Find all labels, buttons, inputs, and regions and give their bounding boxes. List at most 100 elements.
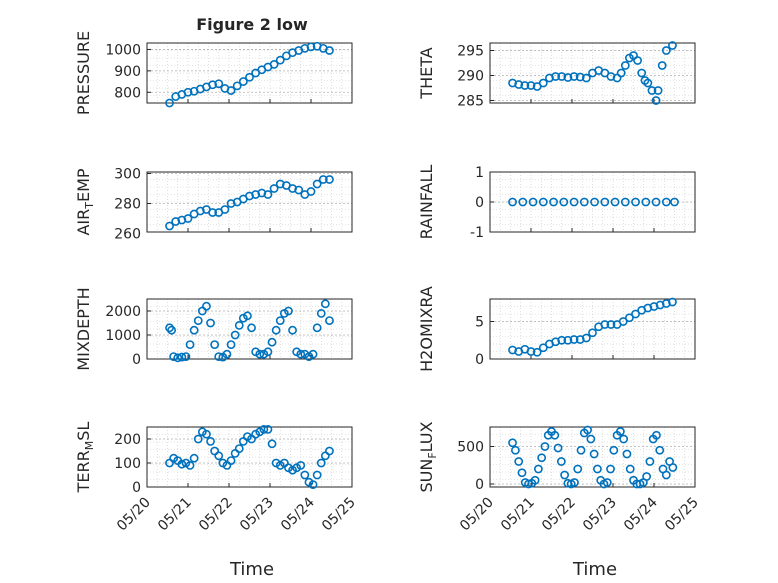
data-point [181, 352, 191, 361]
data-point [557, 72, 567, 81]
data-point [551, 72, 560, 81]
data-point [661, 197, 671, 207]
x-tick-label: 05/21 [155, 495, 195, 535]
data-point [210, 340, 220, 349]
data-point [177, 352, 187, 362]
data-point [620, 197, 630, 207]
data-point [642, 472, 652, 481]
data-point [312, 470, 322, 480]
data-point [661, 470, 671, 480]
data-point [570, 478, 579, 487]
data-point [573, 464, 583, 474]
x-axis-label-right: Time [572, 559, 617, 580]
data-point [325, 46, 334, 55]
panel-sun-flux: 0 500 05/20 05/21 05/22 05/23 05/24 05/25 SUNFLU… [417, 421, 702, 534]
data-point [518, 197, 528, 207]
data-point [556, 457, 566, 466]
data-point [206, 318, 215, 328]
panel-mixdepth: 0 1000 2000 MIXDEPTH [74, 287, 353, 371]
data-point [593, 464, 602, 474]
axes-box [489, 42, 696, 104]
data-point [616, 68, 626, 78]
y-axis-label-part: SUN [417, 459, 436, 493]
y-tick-label: 280 [114, 197, 141, 213]
axes-box [146, 42, 353, 104]
data-point [615, 427, 625, 436]
data-point [312, 179, 322, 189]
data-point [508, 438, 517, 448]
y-tick-label: 0 [132, 352, 141, 368]
data-point [165, 221, 174, 231]
data-point [508, 197, 517, 207]
data-point [308, 349, 318, 359]
y-tick-label: 260 [114, 227, 141, 243]
y-tick-label: -1 [470, 225, 484, 241]
data-point [631, 309, 640, 319]
y-tick-label: 5 [475, 315, 484, 331]
data-point [202, 429, 211, 439]
y-tick-label: 0 [475, 477, 484, 493]
data-point [255, 349, 265, 359]
data-point [549, 197, 558, 207]
data-point [557, 335, 567, 345]
data-point [575, 72, 585, 82]
y-tick-label: 200 [114, 432, 141, 448]
data-point [238, 77, 248, 86]
data-point [208, 80, 217, 90]
data-point [296, 460, 306, 470]
data-point [234, 320, 244, 330]
data-point [306, 187, 316, 196]
data-point [589, 449, 599, 459]
data-point [540, 442, 550, 451]
data-point [655, 445, 665, 455]
data-point [208, 208, 217, 217]
data-point [173, 353, 183, 363]
y-tick-label: 290 [457, 69, 484, 85]
data-point [185, 460, 195, 470]
data-point [193, 316, 203, 325]
data-point [559, 197, 569, 207]
data-point [318, 175, 328, 184]
figure-title: Figure 2 low [196, 15, 308, 34]
data-point [532, 347, 542, 357]
data-point [526, 347, 536, 356]
x-tick-label: 05/24 [621, 494, 661, 534]
data-point [263, 190, 273, 199]
y-tick-label: 1 [475, 165, 484, 181]
data-point [670, 197, 679, 207]
data-point [284, 306, 293, 316]
data-point [661, 46, 671, 55]
data-point [517, 468, 527, 478]
data-point [325, 316, 334, 325]
data-point [259, 424, 269, 434]
data-point [230, 330, 240, 340]
y-axis-label: TERRMSL [74, 422, 96, 494]
y-tick-label: 0 [475, 195, 484, 211]
data-point [296, 349, 306, 359]
data-point [550, 430, 560, 440]
data-point [526, 81, 536, 90]
panel-air-temp: 260 280 300 AIRTEMP [74, 167, 353, 243]
data-point [267, 439, 277, 449]
data-point [602, 478, 612, 487]
data-point [183, 214, 193, 223]
data-point [652, 430, 661, 440]
data-point [300, 470, 310, 480]
data-point [271, 325, 281, 335]
data-point [214, 352, 224, 361]
data-point [563, 335, 573, 345]
data-point [167, 325, 176, 335]
data-point [316, 458, 326, 468]
data-point [583, 425, 592, 435]
y-tick-label: 0 [132, 480, 141, 496]
data-point [653, 86, 663, 95]
panel-terr-msl: 0 100 200 05/20 05/21 05/22 05/23 05/24 05/25 TER… [74, 422, 359, 535]
y-tick-label: 295 [457, 44, 484, 60]
y-tick-label: 800 [114, 85, 141, 101]
data-point [657, 61, 667, 70]
data-point [600, 320, 610, 329]
data-point [668, 41, 677, 50]
